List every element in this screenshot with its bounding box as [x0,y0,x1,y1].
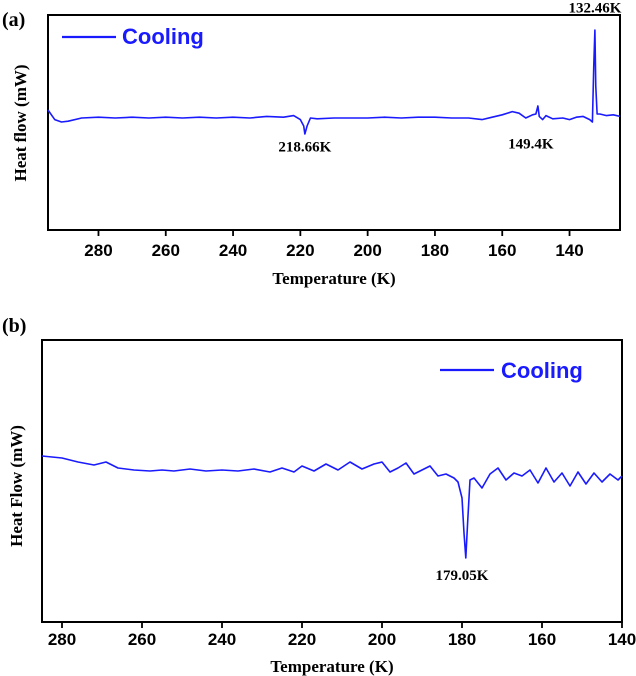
panel-a-x-tick-label-200: 200 [353,241,381,260]
panel-b-cooling-trace [41,455,623,559]
panel-b-x-tick-label-220: 220 [288,630,316,649]
panel-a-label: (a) [2,9,25,31]
panel-b-x-ticks: 280 260 240 220 200 180 160 140 [48,622,636,649]
panel-b-plot-frame [41,339,623,623]
panel-a-plot-frame [47,14,621,231]
panel-a-x-tick-label-240: 240 [219,241,247,260]
panel-a-legend-label: Cooling [122,24,204,49]
panel-a-y-axis-title: Heat flow (mW) [11,64,30,181]
panel-a-cooling-trace [47,29,621,135]
panel-a: (a) 280 260 240 220 200 180 160 140 218.66K 149.… [2,0,622,288]
panel-b-x-tick-label-180: 180 [448,630,476,649]
panel-b-legend-label: Cooling [501,358,583,383]
panel-b-x-axis-title: Temperature (K) [270,657,393,676]
panel-b-y-axis-title: Heat Flow (mW) [7,425,26,547]
panel-a-annotation-2: 132.46K [568,0,621,16]
panel-a-annotations: 218.66K 149.4K 132.46K [278,0,621,155]
panel-a-x-tick-label-260: 260 [152,241,180,260]
panel-b-x-tick-label-280: 280 [48,630,76,649]
panel-b-x-tick-label-200: 200 [368,630,396,649]
panel-b-x-tick-label-140: 140 [608,630,636,649]
panel-a-x-tick-label-140: 140 [555,241,583,260]
panel-a-x-ticks: 280 260 240 220 200 180 160 140 [84,230,584,260]
panel-a-x-tick-label-160: 160 [488,241,516,260]
panel-b-x-tick-label-240: 240 [208,630,236,649]
panel-b: (b) 280 260 240 220 200 180 160 140 179.05K Coo… [2,315,636,676]
panel-a-annotation-1: 149.4K [508,136,554,152]
panel-b-annotation-0: 179.05K [436,568,489,584]
panel-b-x-tick-label-260: 260 [128,630,156,649]
panel-a-x-tick-label-280: 280 [84,241,112,260]
panel-a-annotation-0: 218.66K [278,140,331,156]
panel-b-label: (b) [2,315,26,337]
panel-a-x-tick-label-180: 180 [421,241,449,260]
panel-a-x-axis-title: Temperature (K) [272,269,395,288]
panel-a-x-tick-label-220: 220 [286,241,314,260]
panel-b-x-tick-label-160: 160 [528,630,556,649]
panel-b-annotations: 179.05K [436,568,489,584]
